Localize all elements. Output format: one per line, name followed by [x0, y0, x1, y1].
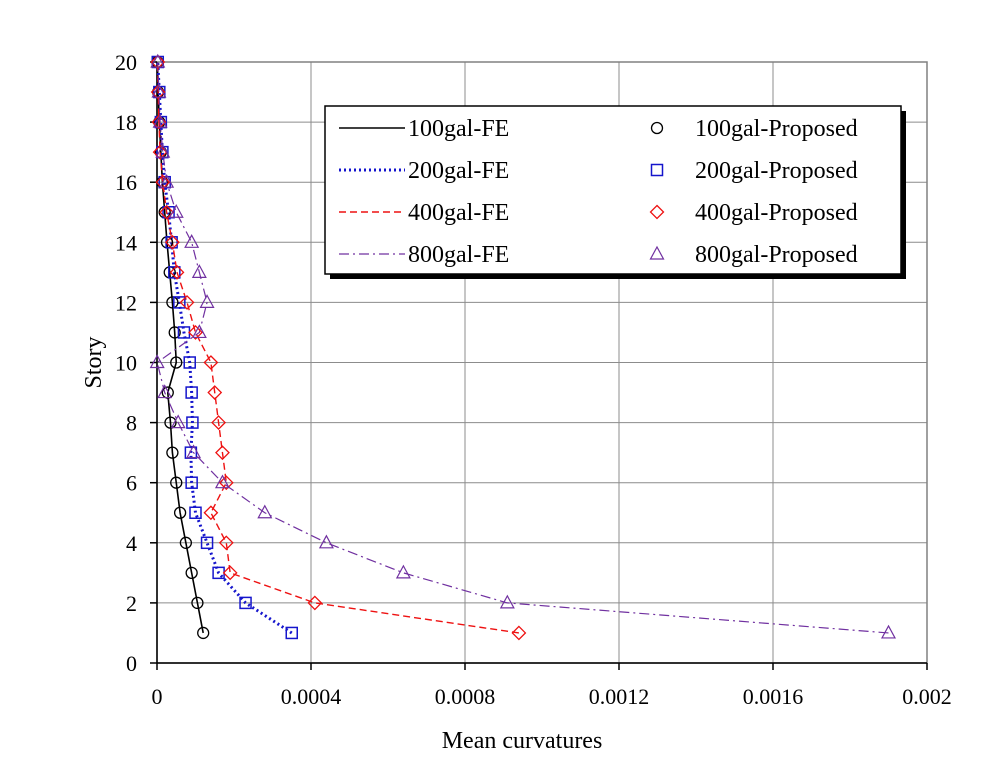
data-point-800gal-Proposed	[151, 83, 167, 98]
data-point-100gal-Proposed	[166, 296, 179, 309]
x-tick-label: 0.002	[902, 684, 952, 709]
data-point-200gal-Proposed	[186, 416, 199, 429]
x-axis-title: Mean curvatures	[442, 728, 603, 754]
data-point-400gal-Proposed	[152, 144, 168, 160]
data-point-800gal-Proposed	[150, 53, 166, 68]
data-point-400gal-Proposed	[203, 505, 219, 521]
legend-swatch-800gal-Proposed	[649, 245, 665, 260]
data-point-200gal-Proposed	[168, 266, 181, 279]
data-point-100gal-Proposed	[170, 476, 183, 489]
data-point-200gal-Proposed	[200, 536, 214, 550]
data-point-100gal-Proposed	[166, 446, 179, 459]
data-point-100gal-Proposed	[197, 626, 210, 640]
y-tick-label: 4	[126, 531, 137, 556]
y-tick-label: 0	[126, 651, 137, 676]
data-point-800gal-Proposed	[155, 143, 171, 158]
data-point-800gal-Proposed	[191, 324, 207, 339]
y-tick-label: 18	[115, 110, 137, 135]
legend: 100gal-FE 200gal-FE 400gal-FE 800gal-FE 100g…	[324, 105, 906, 279]
data-point-400gal-Proposed	[211, 415, 227, 431]
data-point-800gal-Proposed	[149, 354, 165, 369]
y-tick-label: 2	[126, 591, 137, 616]
data-point-800gal-Proposed	[499, 594, 515, 609]
data-point-100gal-Proposed	[179, 536, 193, 549]
data-point-400gal-Proposed	[164, 234, 180, 250]
data-point-400gal-Proposed	[150, 84, 166, 100]
data-point-200gal-Proposed	[239, 596, 252, 610]
legend-swatch-400gal-Proposed	[649, 204, 665, 220]
data-point-100gal-Proposed	[170, 356, 183, 369]
y-tick-label: 16	[115, 170, 137, 195]
data-point-800gal-Proposed	[152, 113, 168, 128]
data-point-800gal-Proposed	[395, 564, 411, 579]
data-point-400gal-Proposed	[207, 385, 223, 400]
legend-swatch-200gal-Proposed	[650, 163, 664, 177]
data-point-800gal-Proposed	[157, 384, 173, 399]
x-tick-label: 0.0012	[589, 684, 650, 709]
data-point-400gal-Proposed	[222, 565, 238, 581]
data-point-200gal-Proposed	[285, 626, 298, 640]
data-point-800gal-Proposed	[184, 234, 200, 248]
legend-swatch-100gal-Proposed	[650, 121, 664, 135]
legend-label: 200gal-Proposed	[695, 158, 858, 184]
y-tick-label: 6	[126, 471, 137, 496]
data-point-200gal-Proposed	[189, 506, 202, 519]
data-point-200gal-Proposed	[183, 356, 196, 369]
data-point-400gal-Proposed	[215, 445, 230, 461]
data-point-400gal-Proposed	[169, 264, 185, 280]
data-point-800gal-Proposed	[170, 414, 186, 429]
data-point-100gal-Proposed	[164, 416, 177, 429]
data-point-400gal-Proposed	[179, 294, 195, 310]
x-tick-label: 0.0008	[435, 684, 496, 709]
data-point-400gal-Proposed	[218, 475, 234, 491]
y-tick-label: 12	[115, 290, 137, 315]
data-point-200gal-Proposed	[185, 476, 198, 489]
y-tick-label: 8	[126, 411, 137, 436]
data-point-400gal-Proposed	[203, 355, 219, 370]
x-tick-label: 0.0016	[743, 684, 804, 709]
data-point-100gal-Proposed	[168, 326, 181, 339]
data-point-400gal-Proposed	[511, 625, 527, 641]
legend-label: 200gal-FE	[408, 158, 509, 184]
data-point-800gal-Proposed	[880, 624, 897, 639]
y-tick-label: 10	[115, 351, 137, 376]
data-point-200gal-Proposed	[162, 206, 175, 219]
axes: 0 2 4 6 8 10 12 14 16 18 20 0 0.0004 0.0008 0.0012 0.00…	[115, 50, 952, 709]
data-point-800gal-Proposed	[199, 294, 215, 308]
legend-label: 800gal-FE	[408, 242, 509, 268]
data-point-800gal-Proposed	[257, 504, 273, 519]
data-point-800gal-Proposed	[186, 444, 202, 459]
data-point-400gal-Proposed	[150, 54, 166, 70]
data-point-800gal-Proposed	[168, 203, 184, 218]
data-point-100gal-Proposed	[185, 566, 198, 579]
legend-label: 400gal-Proposed	[695, 200, 858, 226]
data-point-800gal-Proposed	[214, 474, 230, 489]
data-point-200gal-Proposed	[185, 386, 198, 399]
data-point-400gal-Proposed	[307, 595, 323, 611]
series-markers	[149, 53, 897, 641]
data-point-100gal-Proposed	[173, 506, 187, 519]
legend-label: 800gal-Proposed	[695, 242, 858, 268]
y-tick-label: 14	[115, 230, 137, 255]
series-line-200gal-FE	[156, 61, 293, 635]
data-point-100gal-Proposed	[191, 596, 204, 610]
data-point-400gal-Proposed	[159, 204, 175, 220]
data-point-800gal-Proposed	[318, 534, 334, 549]
legend-box	[324, 105, 902, 275]
data-point-800gal-Proposed	[159, 173, 175, 188]
data-point-400gal-Proposed	[218, 535, 234, 551]
x-tick-label: 0.0004	[281, 684, 342, 709]
data-point-400gal-Proposed	[155, 174, 171, 190]
y-tick-label: 20	[115, 50, 137, 75]
y-axis-title: Story	[81, 336, 107, 388]
x-tick-label: 0	[152, 684, 163, 709]
legend-label: 100gal-Proposed	[695, 116, 858, 142]
legend-label: 400gal-FE	[408, 200, 509, 226]
data-point-400gal-Proposed	[188, 325, 203, 340]
data-point-200gal-Proposed	[173, 296, 186, 309]
data-point-800gal-Proposed	[191, 264, 207, 278]
legend-label: 100gal-FE	[408, 116, 509, 142]
